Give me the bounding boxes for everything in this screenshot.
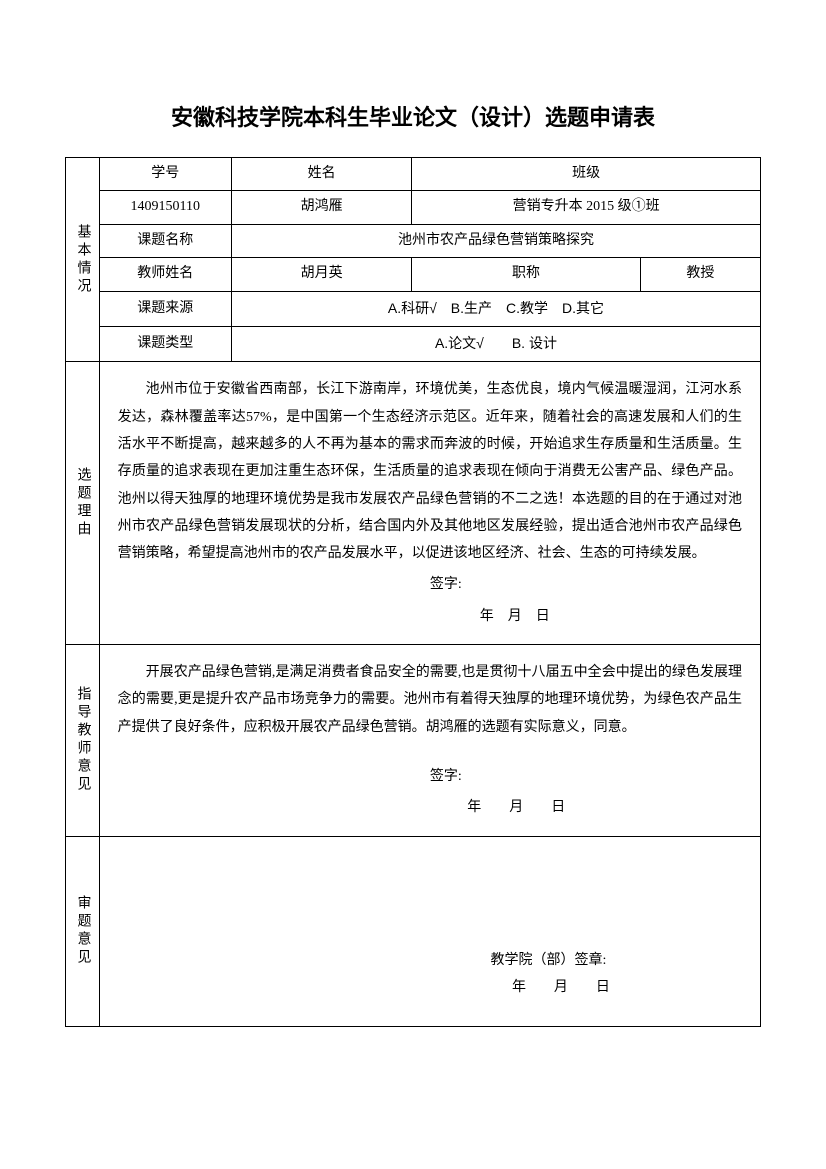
review-date: 年 月 日 bbox=[118, 974, 742, 1001]
application-form-table: 基本情况 学号 姓名 班级 1409150110 胡鸿雁 营销专升本 2015 … bbox=[65, 157, 761, 1027]
type-options: A.论文√ B. 设计 bbox=[231, 326, 760, 361]
advisor-text: 开展农产品绿色营销,是满足消费者食品安全的需要,也是贯彻十八届五中全会中提出的绿… bbox=[118, 659, 742, 741]
rationale-text: 池州市位于安徽省西南部，长江下游南岸，环境优美，生态优良，境内气候温暖湿润，江河… bbox=[118, 376, 742, 567]
page-title: 安徽科技学院本科生毕业论文（设计）选题申请表 bbox=[65, 100, 761, 132]
rationale-content: 池州市位于安徽省西南部，长江下游南岸，环境优美，生态优良，境内气候温暖湿润，江河… bbox=[99, 362, 760, 645]
position-value: 教授 bbox=[640, 258, 760, 291]
advisor-sign: 签字: bbox=[118, 763, 742, 790]
advisor-label: 指导教师意见 bbox=[66, 645, 100, 836]
student-id-value: 1409150110 bbox=[99, 191, 231, 224]
teacher-name-label: 教师姓名 bbox=[99, 258, 231, 291]
source-label: 课题来源 bbox=[99, 291, 231, 326]
rationale-date: 年 月 日 bbox=[118, 603, 742, 630]
topic-name-value: 池州市农产品绿色营销策略探究 bbox=[231, 224, 760, 257]
source-options: A.科研√ B.生产 C.教学 D.其它 bbox=[231, 291, 760, 326]
advisor-date: 年 月 日 bbox=[118, 794, 742, 821]
teacher-name-value: 胡月英 bbox=[231, 258, 411, 291]
review-label: 审题意见 bbox=[66, 836, 100, 1026]
name-label: 姓名 bbox=[231, 158, 411, 191]
type-label: 课题类型 bbox=[99, 326, 231, 361]
review-sign: 教学院（部）签章: bbox=[118, 947, 742, 974]
student-id-label: 学号 bbox=[99, 158, 231, 191]
advisor-content: 开展农产品绿色营销,是满足消费者食品安全的需要,也是贯彻十八届五中全会中提出的绿… bbox=[99, 645, 760, 836]
review-content: 教学院（部）签章: 年 月 日 bbox=[99, 836, 760, 1026]
topic-name-label: 课题名称 bbox=[99, 224, 231, 257]
rationale-sign: 签字: bbox=[118, 571, 742, 598]
class-label: 班级 bbox=[412, 158, 761, 191]
position-label: 职称 bbox=[412, 258, 640, 291]
basic-info-label: 基本情况 bbox=[66, 158, 100, 362]
name-value: 胡鸿雁 bbox=[231, 191, 411, 224]
class-value: 营销专升本 2015 级①班 bbox=[412, 191, 761, 224]
rationale-label: 选题理由 bbox=[66, 362, 100, 645]
